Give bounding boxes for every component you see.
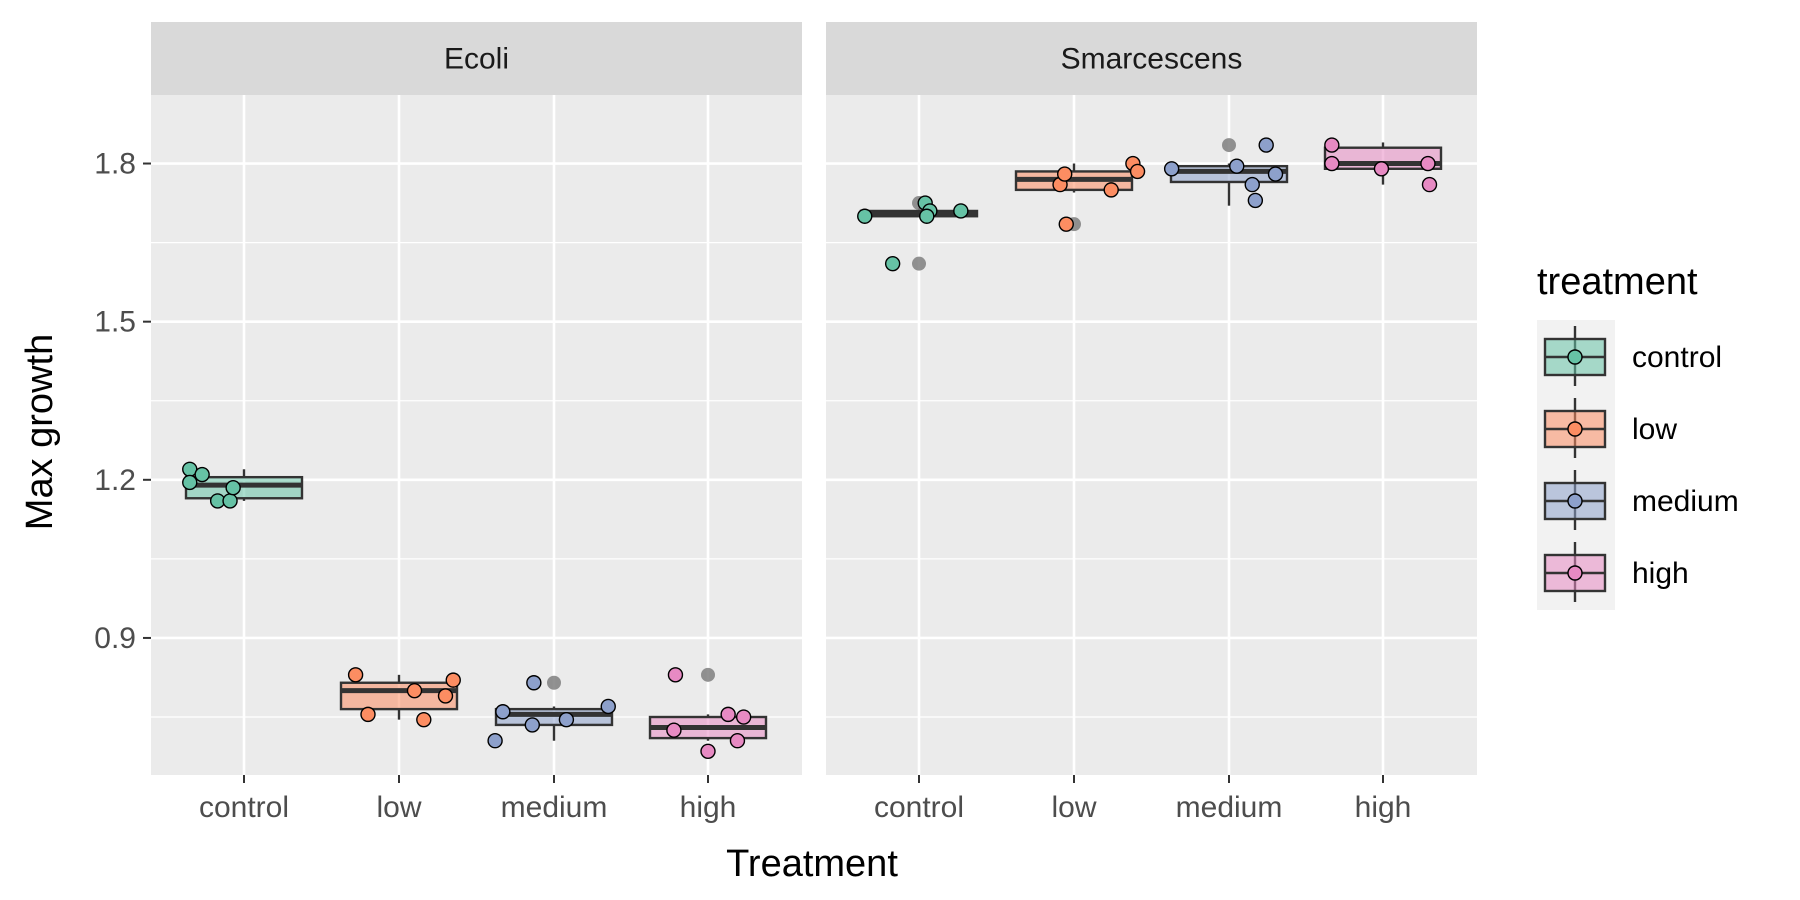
data-point-medium: [1163, 161, 1180, 177]
y-axis-title: Max growth: [19, 334, 61, 530]
data-point-high: [1421, 176, 1438, 193]
data-point-low: [437, 688, 454, 704]
legend-key-point: [1567, 421, 1583, 437]
outlier-point: [1222, 138, 1236, 153]
data-point-control: [953, 203, 969, 219]
legend-item-high: high: [1543, 542, 1689, 602]
data-point-control: [884, 255, 901, 272]
data-point-control: [225, 480, 241, 496]
data-point-medium: [558, 711, 575, 728]
x-axis-title: Treatment: [726, 843, 898, 885]
outlier-point: [547, 675, 561, 690]
outlier-point: [912, 256, 926, 271]
box-medium: [494, 675, 614, 741]
legend-title: treatment: [1537, 261, 1698, 303]
facet-strip-label: Ecoli: [444, 43, 509, 76]
legend-item-medium: medium: [1543, 470, 1739, 530]
data-point-medium: [1258, 137, 1274, 153]
x-tick-label: control: [199, 791, 289, 824]
data-point-high: [666, 722, 682, 738]
x-tick-label: low: [1051, 791, 1096, 824]
x-tick-label: high: [1355, 791, 1412, 824]
legend-key-point: [1567, 565, 1583, 581]
legend-item-low: low: [1543, 398, 1677, 458]
legend-label: control: [1632, 341, 1722, 374]
y-tick-label: 1.8: [94, 148, 136, 181]
data-point-low: [406, 682, 423, 699]
x-tick-label: medium: [1176, 791, 1283, 824]
data-point-medium: [600, 698, 616, 715]
panel-background: [151, 95, 802, 775]
data-point-high: [667, 667, 684, 683]
box-medium: [1169, 138, 1289, 206]
legend-label: high: [1632, 557, 1689, 590]
legend-label: low: [1632, 413, 1677, 446]
data-point-high: [1373, 161, 1390, 177]
box-body: [494, 707, 614, 727]
facet-strip: [151, 22, 802, 95]
facet-strip: [826, 22, 1477, 95]
box-low: [339, 674, 459, 720]
legend-item-control: control: [1543, 326, 1722, 386]
data-point-medium: [526, 675, 542, 691]
box-body: [339, 681, 459, 711]
data-point-high: [729, 733, 746, 749]
data-point-medium: [524, 717, 540, 733]
data-point-low: [1056, 166, 1073, 182]
x-tick-label: low: [376, 791, 421, 824]
outlier-point: [701, 667, 715, 682]
data-point-low: [1058, 216, 1074, 232]
data-point-low: [1129, 163, 1146, 180]
data-point-control: [919, 208, 935, 224]
data-point-medium: [1244, 176, 1260, 193]
data-point-high: [720, 706, 736, 723]
data-point-low: [445, 672, 461, 688]
data-point-medium: [495, 704, 511, 720]
data-point-low: [360, 706, 376, 723]
y-tick-label: 1.2: [94, 464, 136, 497]
y-tick-label: 0.9: [94, 622, 136, 655]
data-point-medium: [1247, 192, 1264, 209]
facet-panel-smarcescens: Smarcescens control low medium high: [826, 22, 1477, 824]
x-tick-label: high: [680, 791, 737, 824]
legend-label: medium: [1632, 485, 1739, 518]
data-point-low: [416, 711, 432, 728]
x-tick-label: control: [874, 791, 964, 824]
data-point-control: [222, 493, 238, 509]
data-point-control: [194, 466, 210, 483]
data-point-high: [700, 743, 716, 759]
facet-panel-ecoli: Ecoli control low medium high: [151, 22, 802, 824]
axes-layer: 0.9 1.2 1.5 1.8: [94, 148, 151, 655]
y-tick-label: 1.5: [94, 306, 136, 339]
data-point-control: [182, 474, 198, 491]
data-point-low: [347, 667, 364, 683]
panels-layer: Ecoli control low medium high Smarcescens cont…: [151, 22, 1477, 824]
data-point-low: [1103, 182, 1119, 198]
legend-layer: treatment control low medium high: [1537, 261, 1739, 610]
data-point-medium: [1267, 166, 1284, 182]
x-tick-label: medium: [501, 791, 608, 824]
data-point-high: [1420, 155, 1436, 172]
data-point-medium: [1229, 158, 1245, 174]
facet-strip-label: Smarcescens: [1061, 43, 1243, 76]
data-point-control: [857, 208, 873, 224]
legend-key-point: [1567, 349, 1583, 365]
legend-key-point: [1567, 493, 1583, 509]
data-point-high: [1324, 155, 1340, 172]
data-point-medium: [487, 733, 503, 749]
data-point-high: [1324, 137, 1340, 153]
data-point-high: [735, 709, 752, 725]
